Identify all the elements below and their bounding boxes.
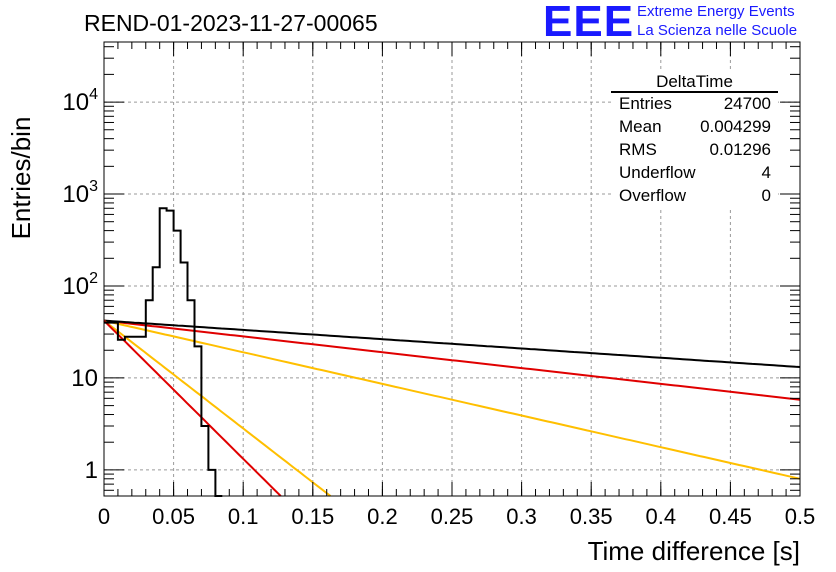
fit-curve [103,319,282,497]
x-tick-label: 0.35 [570,504,613,529]
x-axis-label: Time difference [s] [588,536,800,566]
stats-key: Mean [619,117,662,136]
stats-box: DeltaTime Entries 24700 Mean 0.004299 RM… [611,72,778,208]
fit-curve [103,319,801,480]
y-tick-label: 103 [62,178,98,208]
stats-value: 4 [761,163,771,182]
x-tick-label: 0.1 [228,504,259,529]
x-tick-label: 0.05 [152,504,195,529]
stats-divider [611,91,778,93]
chart-title: REND-01-2023-11-27-00065 [84,10,378,36]
stats-value: 0 [761,186,771,205]
x-tick-label: 0 [98,504,110,529]
y-tick-label: 104 [62,86,98,116]
stats-value: 24700 [723,94,771,113]
stats-title: DeltaTime [656,72,733,91]
grid-lines [104,42,800,496]
axes [103,41,801,497]
logo-line-2: La Scienza nelle Scuole [637,22,798,39]
y-axis-label: Entries/bin [6,117,36,240]
stats-key: Overflow [619,186,687,205]
histogram [104,207,223,497]
x-tick-label: 0.25 [431,504,474,529]
x-tick-label: 0.3 [506,504,537,529]
x-tick-label: 0.4 [646,504,677,529]
stats-key: Underflow [619,163,696,182]
fit-curve [103,319,801,368]
logo-line-1: Extreme Energy Events [637,3,795,20]
fit-curve [103,319,332,497]
x-tick-label: 0.5 [785,504,816,529]
fit-curves [103,319,801,497]
y-tick-label: 1 [85,457,98,484]
tick-labels: 0 0.05 0.1 0.15 0.2 0.25 0.3 0.35 0.4 0.45 0.5 1 10 1… [62,86,815,529]
stats-value: 0.004299 [700,117,771,136]
stats-key: Entries [619,94,672,113]
stats-key: RMS [619,140,657,159]
fit-curve [103,319,801,401]
stats-value: 0.01296 [709,140,771,159]
y-tick-label: 102 [62,270,98,300]
x-tick-label: 0.15 [291,504,334,529]
x-tick-label: 0.45 [709,504,752,529]
eee-logo: EEE [543,0,635,46]
y-tick-label: 10 [71,365,98,392]
plot-frame [103,41,801,497]
x-tick-label: 0.2 [367,504,398,529]
histogram-outline [104,207,223,497]
